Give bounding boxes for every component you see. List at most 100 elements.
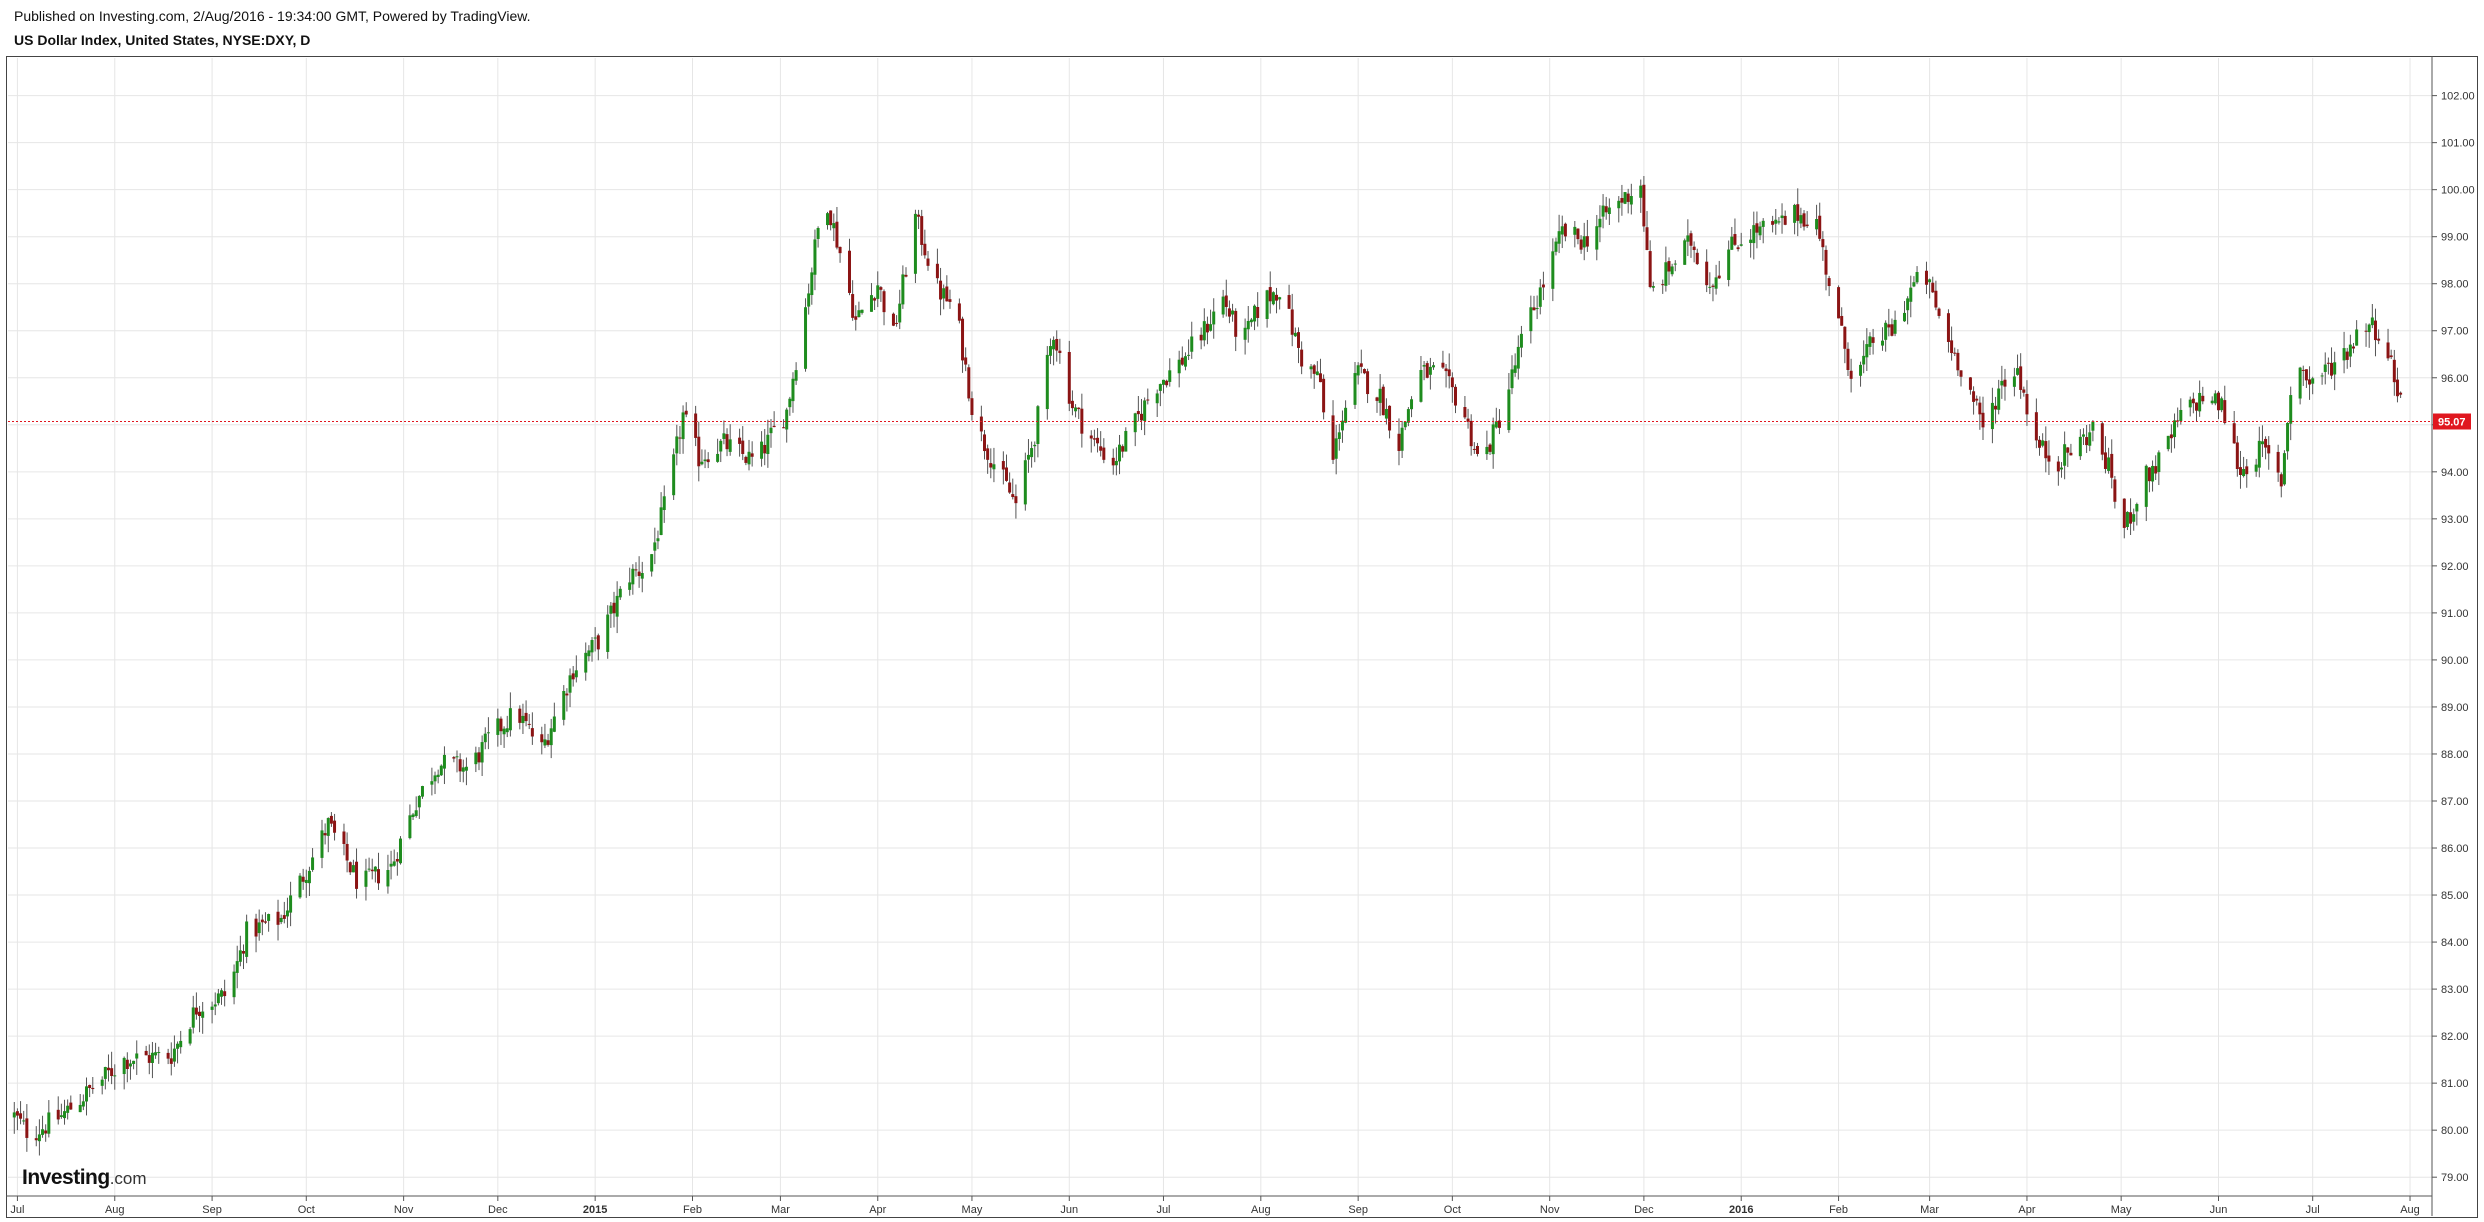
candle-up: [417, 795, 421, 808]
candle-down: [2154, 466, 2158, 474]
candle-up: [562, 690, 566, 720]
candle-up: [650, 554, 654, 572]
candle-down: [838, 246, 842, 254]
candle-up: [66, 1105, 70, 1113]
candle-down: [2245, 466, 2249, 475]
candle-down: [851, 294, 855, 318]
candle-down: [458, 759, 462, 772]
x-tick-label: Apr: [869, 1204, 886, 1216]
candle-up: [675, 436, 679, 454]
candle-up: [1209, 324, 1213, 331]
candle-down: [355, 861, 359, 889]
candle-up: [1865, 344, 1869, 358]
candle-up: [700, 461, 704, 465]
candle-up: [220, 990, 224, 997]
candle-down: [904, 274, 908, 277]
candle-down: [1425, 363, 1429, 378]
candle-up: [860, 309, 864, 313]
candle-down: [879, 287, 883, 290]
candle-down: [1717, 275, 1721, 279]
candle-up: [2260, 441, 2264, 445]
candle-down: [1472, 448, 1476, 450]
candle-down: [241, 951, 245, 954]
candle-down: [612, 602, 616, 614]
chart-frame: [6, 56, 2478, 1218]
candle-down: [1453, 386, 1457, 406]
candle-down: [2195, 402, 2199, 411]
candle-up: [496, 718, 500, 735]
candle-down: [282, 915, 286, 919]
candle-down: [1463, 407, 1467, 418]
candle-up: [2320, 375, 2324, 377]
candle-down: [518, 708, 522, 723]
candle-down: [2326, 362, 2330, 364]
candle-down: [1099, 446, 1103, 451]
candle-up: [307, 870, 311, 884]
candle-down: [1959, 370, 1963, 377]
candle-up: [41, 1129, 45, 1135]
candle-down: [782, 427, 786, 429]
y-tick-label: 96.00: [2441, 373, 2469, 385]
candle-down: [1497, 420, 1501, 428]
candle-down: [1256, 307, 1260, 318]
candle-up: [2188, 399, 2192, 408]
candle-down: [1441, 362, 1445, 368]
candle-up: [373, 866, 377, 872]
candle-up: [122, 1057, 126, 1075]
candle-down: [1165, 380, 1169, 386]
candle-up: [1739, 244, 1743, 246]
x-tick-label: Sep: [202, 1204, 222, 1216]
candle-up: [1074, 407, 1078, 412]
candle-up: [615, 595, 619, 617]
candle-up: [439, 765, 443, 776]
candle-down: [1968, 377, 1972, 390]
candle-down: [1224, 295, 1228, 307]
candle-down: [147, 1055, 151, 1063]
x-tick-label: Aug: [2400, 1204, 2420, 1216]
candle-down: [854, 316, 858, 320]
candle-down: [738, 437, 742, 444]
candle-up: [1793, 204, 1797, 223]
candle-up: [2166, 435, 2170, 450]
candle-up: [1378, 388, 1382, 403]
candle-up: [2342, 348, 2346, 361]
candle-down: [499, 718, 503, 732]
candle-up: [2125, 511, 2129, 528]
candle-up: [826, 213, 830, 226]
candle-down: [1736, 247, 1740, 250]
candle-up: [587, 650, 591, 657]
candle-down: [1296, 332, 1300, 348]
candle-up: [2179, 409, 2183, 421]
candle-down: [546, 740, 550, 745]
candle-up: [2213, 393, 2217, 404]
candle-up: [420, 786, 424, 797]
y-tick-label: 89.00: [2441, 702, 2469, 714]
candle-up: [2282, 453, 2286, 485]
x-tick-label: Jul: [1156, 1204, 1170, 1216]
candle-up: [628, 582, 632, 590]
candle-up: [1664, 262, 1668, 286]
candle-up: [235, 961, 239, 973]
candle-up: [672, 454, 676, 496]
candle-down: [2264, 438, 2268, 448]
investing-logo[interactable]: Investing.com: [22, 1166, 147, 1190]
candle-up: [2000, 380, 2004, 386]
candle-down: [882, 291, 886, 313]
candle-up: [201, 1011, 205, 1018]
candle-up: [1432, 365, 1436, 368]
candle-down: [2352, 346, 2356, 349]
candle-down: [1318, 373, 1322, 383]
candle-down: [926, 258, 930, 266]
candle-up: [662, 496, 666, 511]
candle-up: [832, 223, 836, 229]
candle-down: [565, 693, 569, 696]
y-tick-label: 83.00: [2441, 984, 2469, 996]
candle-down: [1362, 369, 1366, 374]
candle-up: [794, 370, 798, 381]
candle-down: [637, 571, 641, 576]
candle-down: [1180, 357, 1184, 365]
candle-up: [1774, 219, 1778, 224]
candle-down: [169, 1058, 173, 1064]
candle-down: [2235, 442, 2239, 469]
